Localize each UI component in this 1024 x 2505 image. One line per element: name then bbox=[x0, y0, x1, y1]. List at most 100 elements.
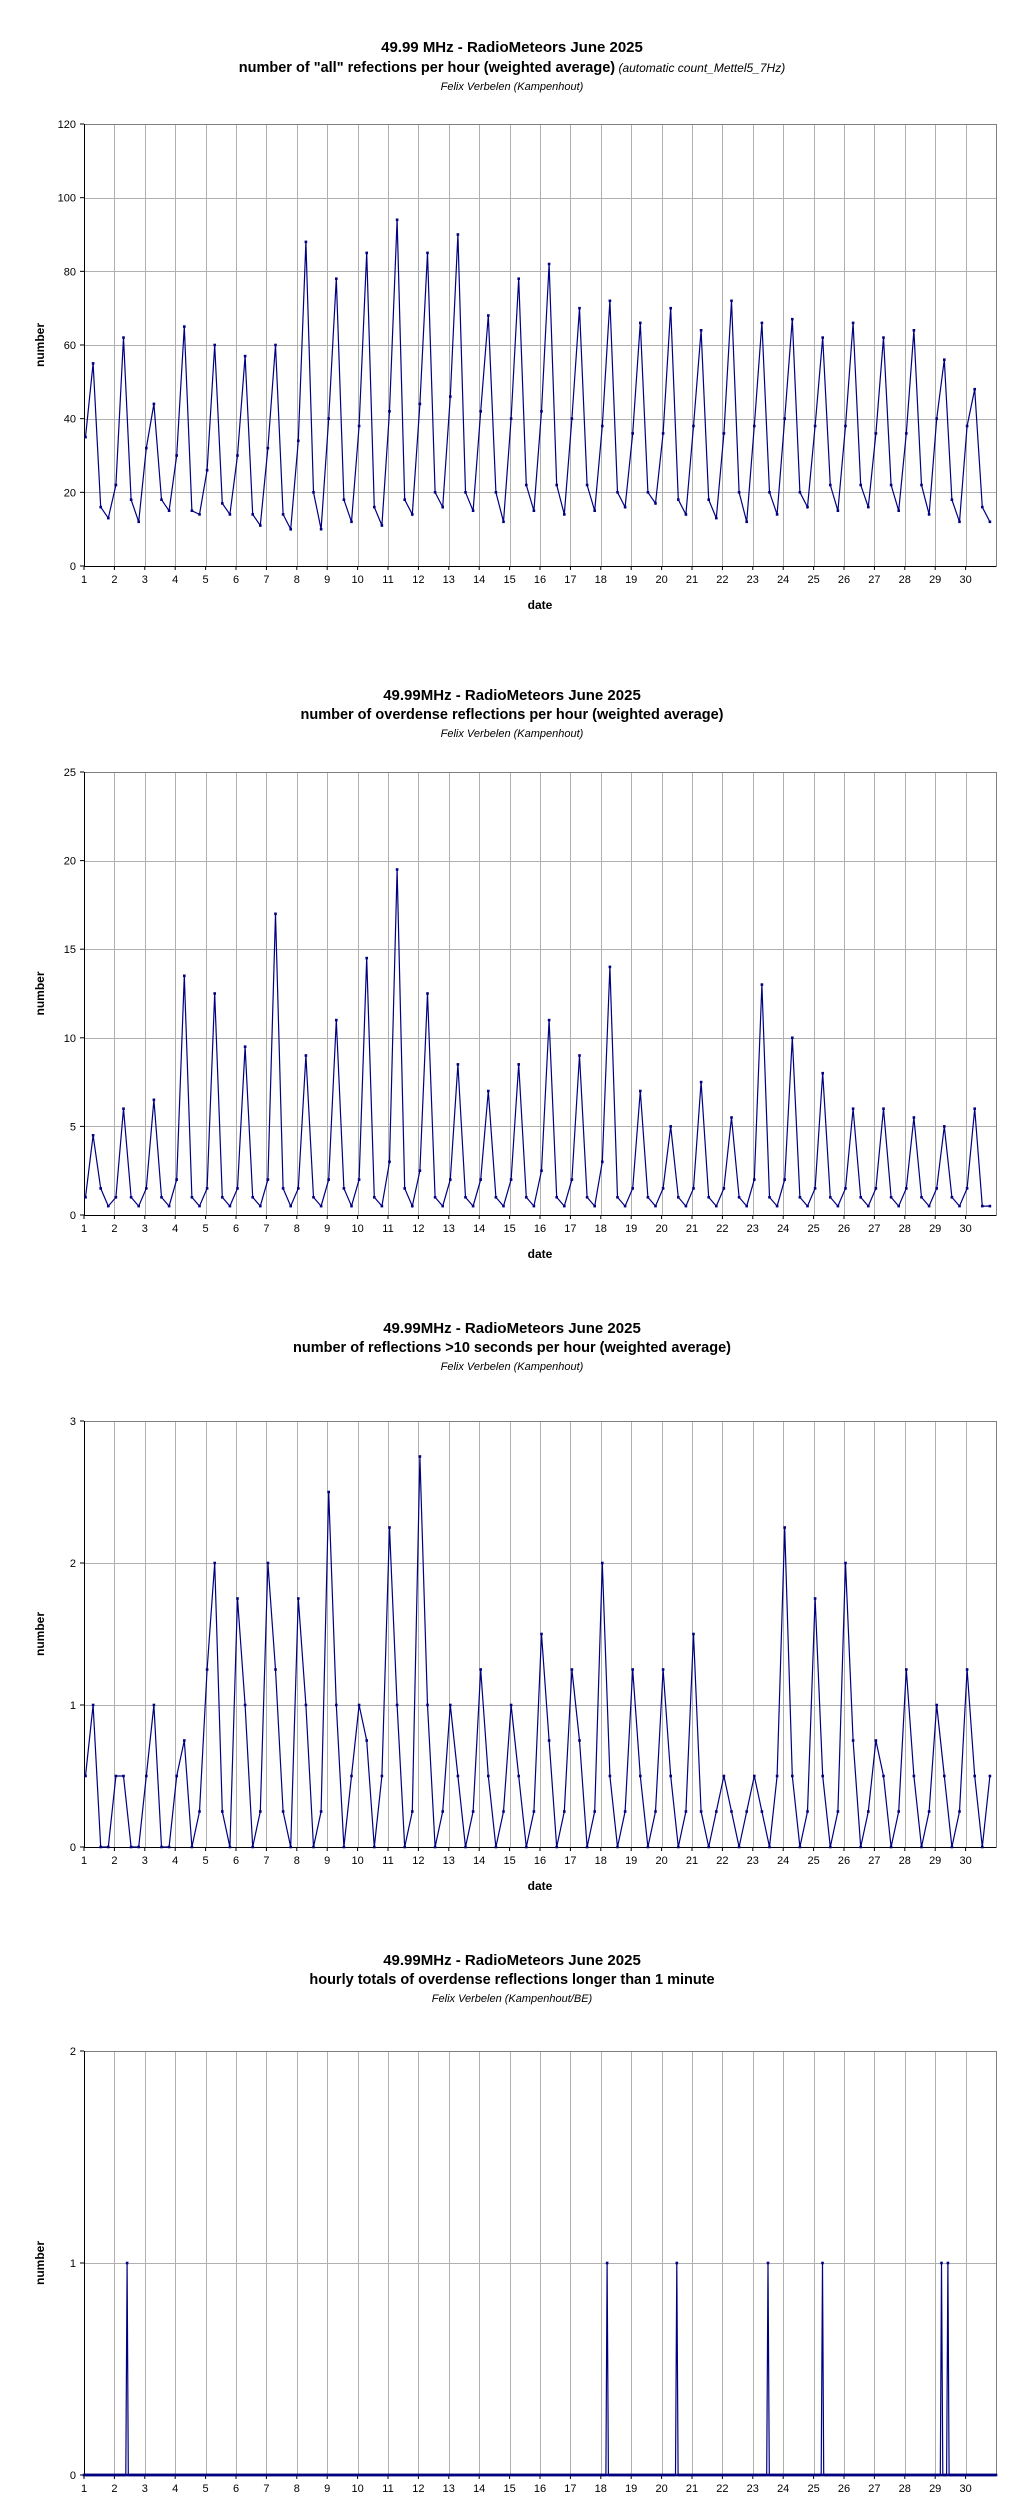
x-tick-label: 30 bbox=[959, 1223, 971, 1235]
data-point bbox=[175, 454, 178, 457]
data-point bbox=[373, 1845, 376, 1849]
data-point bbox=[608, 965, 612, 969]
data-point bbox=[927, 1810, 931, 1813]
x-tick-label: 3 bbox=[142, 1223, 148, 1235]
data-point bbox=[464, 1196, 467, 1199]
x-tick-label: 26 bbox=[838, 1223, 850, 1235]
data-point bbox=[320, 2473, 324, 2477]
x-tick-label: 15 bbox=[503, 1855, 515, 1867]
y-tick-label: 120 bbox=[58, 119, 76, 131]
data-point bbox=[259, 1204, 262, 1208]
data-point bbox=[950, 1845, 954, 1849]
x-tick-label: 14 bbox=[473, 1855, 485, 1867]
data-point bbox=[664, 2473, 667, 2477]
x-tick-label: 19 bbox=[625, 1223, 637, 1235]
data-point bbox=[740, 2473, 743, 2477]
data-point bbox=[356, 2473, 359, 2477]
data-point bbox=[456, 1063, 460, 1066]
data-point bbox=[403, 1845, 406, 1849]
data-point bbox=[939, 2473, 942, 2477]
x-tick-label: 4 bbox=[172, 574, 178, 586]
data-point bbox=[570, 1668, 574, 1671]
data-point bbox=[327, 417, 330, 420]
data-point bbox=[114, 1774, 118, 1778]
data-point bbox=[373, 505, 376, 509]
data-point bbox=[94, 2473, 97, 2477]
data-point bbox=[601, 1561, 604, 1565]
data-point bbox=[563, 1204, 566, 1208]
data-point bbox=[213, 1561, 216, 1565]
data-point bbox=[289, 1204, 292, 1208]
data-point bbox=[874, 1187, 878, 1190]
data-point bbox=[337, 2473, 340, 2477]
x-tick-label: 1 bbox=[81, 574, 87, 586]
data-point bbox=[702, 2473, 705, 2477]
data-point bbox=[836, 1204, 840, 1208]
data-point bbox=[760, 1810, 764, 1813]
data-point bbox=[297, 1597, 300, 1600]
data-point bbox=[722, 1187, 726, 1190]
chart-title: 49.99 MHz - RadioMeteors June 2025 bbox=[381, 39, 643, 56]
data-point bbox=[114, 483, 118, 487]
data-point bbox=[434, 2473, 438, 2477]
data-point bbox=[261, 2473, 264, 2477]
data-point bbox=[137, 1845, 140, 1849]
x-tick-label: 8 bbox=[294, 574, 300, 586]
data-point bbox=[96, 2473, 100, 2477]
x-tick-label: 12 bbox=[412, 574, 424, 586]
data-point bbox=[958, 520, 961, 524]
data-point bbox=[318, 2473, 321, 2477]
data-point bbox=[912, 1774, 916, 1778]
data-point bbox=[251, 1845, 254, 1849]
x-tick-label: 5 bbox=[203, 1855, 209, 1867]
data-point bbox=[761, 2473, 765, 2477]
data-point bbox=[829, 483, 832, 487]
data-point bbox=[540, 1632, 543, 1636]
x-tick-label: 24 bbox=[777, 1223, 789, 1235]
data-point bbox=[403, 1187, 406, 1190]
data-point bbox=[415, 2473, 419, 2477]
x-tick-label: 16 bbox=[534, 2483, 546, 2495]
data-point bbox=[550, 2473, 553, 2477]
data-point bbox=[122, 1774, 125, 1778]
data-point bbox=[432, 2473, 435, 2477]
x-tick-label: 27 bbox=[868, 1223, 880, 1235]
data-series bbox=[84, 868, 992, 1209]
data-point bbox=[981, 505, 984, 509]
data-point bbox=[433, 1196, 437, 1199]
y-tick-label: 3 bbox=[70, 1416, 76, 1428]
data-point bbox=[274, 1668, 277, 1671]
x-tick-label: 20 bbox=[655, 2483, 667, 2495]
data-point bbox=[965, 1668, 969, 1671]
data-point bbox=[509, 1178, 513, 1181]
data-point bbox=[892, 2473, 895, 2477]
data-point bbox=[426, 992, 429, 995]
x-axis-label: date bbox=[528, 1879, 553, 1893]
y-tick-label: 20 bbox=[64, 856, 76, 868]
data-point bbox=[894, 2473, 898, 2477]
x-tick-label: 9 bbox=[324, 2483, 330, 2495]
data-point bbox=[685, 2473, 689, 2477]
x-tick-label: 24 bbox=[777, 1855, 789, 1867]
data-point bbox=[768, 1196, 771, 1199]
data-point bbox=[281, 1187, 285, 1190]
data-point bbox=[350, 1774, 353, 1778]
data-point bbox=[585, 483, 589, 487]
x-tick-label: 16 bbox=[534, 1855, 546, 1867]
x-tick-label: 9 bbox=[324, 574, 330, 586]
data-point bbox=[873, 2473, 876, 2477]
data-point bbox=[897, 1204, 900, 1208]
data-point bbox=[304, 1703, 308, 1707]
data-point bbox=[198, 1204, 201, 1208]
data-point bbox=[730, 299, 733, 303]
data-point bbox=[821, 1774, 824, 1778]
data-point bbox=[851, 1107, 855, 1110]
data-point bbox=[806, 1810, 809, 1813]
data-point bbox=[973, 387, 976, 391]
data-point bbox=[867, 505, 870, 509]
data-point bbox=[426, 1703, 429, 1707]
x-tick-label: 6 bbox=[233, 2483, 239, 2495]
data-point bbox=[968, 2473, 971, 2477]
data-point bbox=[342, 498, 346, 501]
data-point bbox=[160, 1196, 163, 1199]
